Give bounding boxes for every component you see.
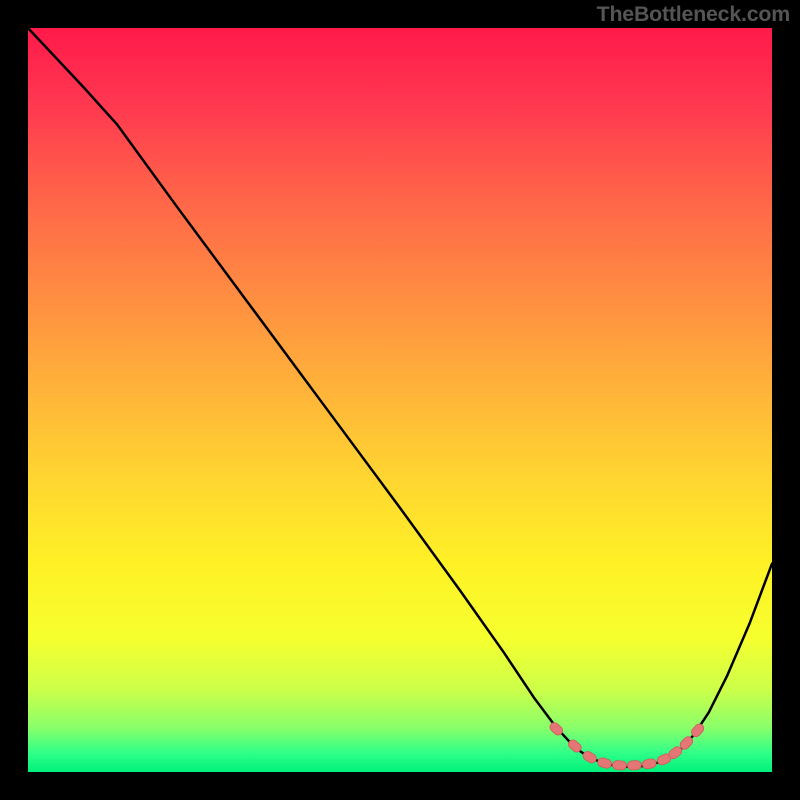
- marker-pill: [581, 750, 598, 765]
- chart-frame: TheBottleneck.com: [0, 0, 800, 800]
- marker-pill: [567, 738, 584, 754]
- plot-area: [28, 28, 772, 772]
- marker-pill: [627, 760, 641, 770]
- marker-pill: [690, 722, 706, 738]
- optimal-range-markers: [28, 28, 772, 772]
- marker-pill: [612, 760, 627, 770]
- watermark-text: TheBottleneck.com: [597, 2, 790, 27]
- marker-pill: [597, 757, 613, 769]
- marker-pill: [641, 758, 656, 770]
- marker-pill: [548, 721, 564, 737]
